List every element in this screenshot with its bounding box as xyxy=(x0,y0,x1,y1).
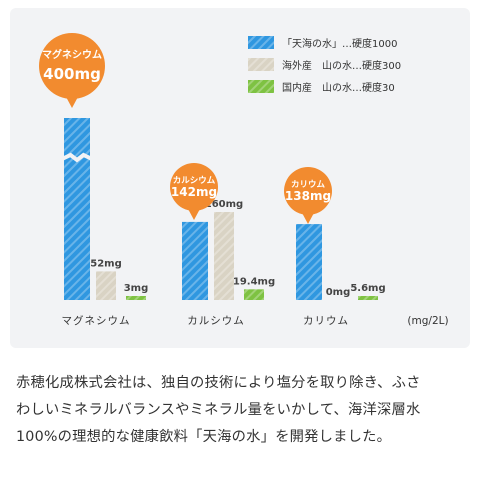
callout-value-magnesium: 400mg xyxy=(43,65,101,83)
callout-name-magnesium: マグネシウム xyxy=(42,48,102,61)
axis-break-mark xyxy=(59,152,95,163)
bar-calcium-series-2 xyxy=(214,212,234,300)
callout-value-calcium: 142mg xyxy=(171,185,217,199)
callout-name-potassium: カリウム xyxy=(291,180,326,190)
description-text: 赤穂化成株式会社は、独自の技術により塩分を取り除き、ふさ わしいミネラルバランス… xyxy=(16,370,468,451)
value-label-magnesium-series-3: 3mg xyxy=(124,283,149,294)
callout-bubble-potassium xyxy=(284,167,332,215)
legend-swatch-1 xyxy=(248,36,274,49)
callout-value-potassium: 138mg xyxy=(285,189,331,203)
legend-swatch-2 xyxy=(248,58,274,71)
description-line-2: わしいミネラルバランスやミネラル量をいかして、海洋深層水 xyxy=(16,402,421,418)
mineral-bar-chart: 「天海の水」…硬度1000 海外産 山の水…硬度300 国内産 山の水…硬度30 52… xyxy=(39,33,449,327)
legend-swatch-3 xyxy=(248,80,274,93)
legend-label-3: 国内産 山の水…硬度30 xyxy=(282,81,395,94)
bar-magnesium-series-3 xyxy=(126,296,146,300)
legend-label-1: 「天海の水」…硬度1000 xyxy=(282,37,397,50)
value-label-potassium-series-2: 0mg xyxy=(326,287,351,298)
description-line-3: 100%の理想的な健康飲料「天海の水」を開発しました。 xyxy=(16,429,392,445)
bar-potassium-series-1 xyxy=(296,224,322,300)
value-label-calcium-series-2: 160mg xyxy=(205,199,243,210)
bar-magnesium-series-1 xyxy=(64,118,90,300)
category-label-potassium: カリウム xyxy=(303,315,349,327)
chart-panel: 「天海の水」…硬度1000 海外産 山の水…硬度300 国内産 山の水…硬度30 52… xyxy=(10,8,470,348)
bar-potassium-series-3 xyxy=(358,296,378,300)
unit-label: (mg/2L) xyxy=(407,315,448,327)
legend-label-2: 海外産 山の水…硬度300 xyxy=(282,59,401,72)
description-line-1: 赤穂化成株式会社は、独自の技術により塩分を取り除き、ふさ xyxy=(16,375,421,391)
value-label-calcium-series-3: 19.4mg xyxy=(233,276,275,287)
bar-magnesium-series-2 xyxy=(96,271,116,300)
callout-name-calcium: カルシウム xyxy=(173,176,216,186)
callout-bubble-magnesium xyxy=(39,33,105,99)
value-label-magnesium-series-2: 52mg xyxy=(90,258,122,269)
bar-calcium-series-3 xyxy=(244,289,264,300)
bar-calcium-series-1 xyxy=(182,221,208,300)
callout-bubble-calcium xyxy=(170,163,218,211)
category-label-calcium: カルシウム xyxy=(187,315,245,327)
category-label-magnesium: マグネシウム xyxy=(62,314,131,327)
value-label-potassium-series-3: 5.6mg xyxy=(350,283,385,294)
